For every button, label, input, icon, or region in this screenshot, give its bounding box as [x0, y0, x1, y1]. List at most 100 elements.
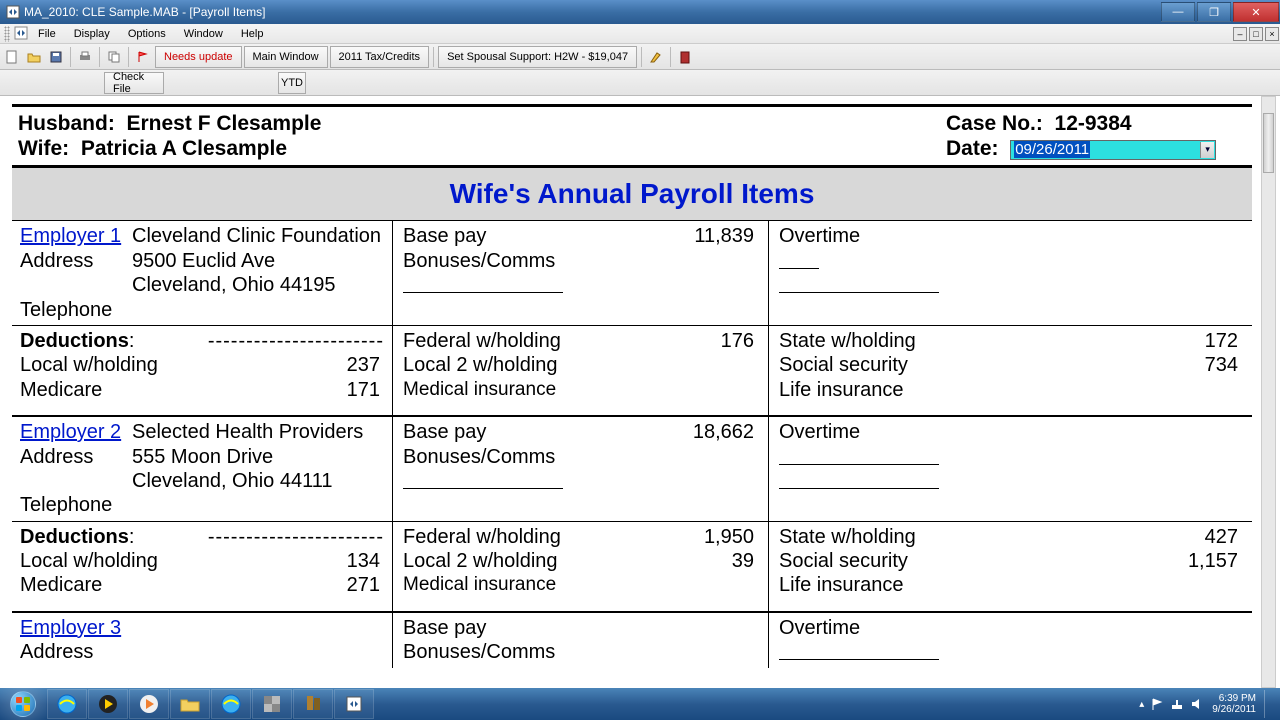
husband-label: Husband: [18, 112, 115, 135]
blank-line [779, 249, 819, 269]
taskbar: ▴ 6:39 PM 9/26/2011 [0, 688, 1280, 720]
base-pay-label: Base pay [403, 616, 486, 640]
app-icon-small [14, 26, 28, 42]
tray-volume-icon[interactable] [1190, 697, 1204, 711]
toolbar-grip[interactable] [4, 26, 10, 42]
open-icon[interactable] [24, 47, 44, 67]
life-label: Life insurance [779, 378, 904, 402]
taskbar-media-icon[interactable] [88, 689, 128, 719]
taskbar-app3-icon[interactable] [334, 689, 374, 719]
local-label: Local w/holding [20, 353, 158, 377]
local2-label: Local 2 w/holding [403, 549, 558, 573]
window-title: MA_2010: CLE Sample.MAB - [Payroll Items… [24, 5, 265, 19]
blank-line [779, 445, 939, 465]
base-pay-label: Base pay [403, 224, 486, 248]
blank-line [779, 640, 939, 660]
child-close-button[interactable]: × [1265, 27, 1279, 41]
taskbar-app1-icon[interactable] [252, 689, 292, 719]
emp1-base-pay: 11,839 [694, 224, 758, 248]
emp2-local2: 39 [732, 549, 758, 573]
employer3-link[interactable]: Employer 3 [20, 617, 121, 639]
social-label: Social security [779, 549, 908, 573]
emp2-local: 134 [347, 549, 384, 573]
employer2-name: Selected Health Providers [132, 420, 384, 444]
address-label: Address [20, 445, 132, 469]
scrollbar-thumb[interactable] [1263, 113, 1274, 173]
employer1-addr2: Cleveland, Ohio 44195 [132, 273, 384, 297]
emp2-medicare: 271 [347, 573, 384, 597]
wife-label: Wife: [18, 137, 69, 160]
print-icon[interactable] [75, 47, 95, 67]
taskbar-ie-icon[interactable] [47, 689, 87, 719]
flag-icon[interactable] [133, 47, 153, 67]
federal-label: Federal w/holding [403, 329, 561, 353]
highlight-icon[interactable] [646, 47, 666, 67]
emp1-federal: 176 [721, 329, 758, 353]
copy-icon[interactable] [104, 47, 124, 67]
chevron-down-icon[interactable]: ▾ [1200, 142, 1214, 158]
menu-options[interactable]: Options [120, 26, 174, 42]
case-number: 12-9384 [1055, 112, 1132, 135]
blank-line [403, 273, 563, 293]
taskbar-explorer-icon[interactable] [170, 689, 210, 719]
taskbar-media2-icon[interactable] [129, 689, 169, 719]
vertical-scrollbar[interactable] [1261, 96, 1276, 688]
save-icon[interactable] [46, 47, 66, 67]
emp2-base-pay: 18,662 [693, 420, 758, 444]
child-maximize-button[interactable]: □ [1249, 27, 1263, 41]
life-label: Life insurance [779, 573, 904, 597]
spousal-support-button[interactable]: Set Spousal Support: H2W - $19,047 [438, 46, 637, 68]
needs-update-button[interactable]: Needs update [155, 46, 242, 68]
menu-file[interactable]: File [30, 26, 64, 42]
employer2-link[interactable]: Employer 2 [20, 421, 121, 443]
check-file-button[interactable]: Check File [104, 72, 164, 94]
local-label: Local w/holding [20, 549, 158, 573]
show-desktop-button[interactable] [1264, 690, 1272, 718]
emp2-social: 1,157 [1188, 549, 1242, 573]
taskbar-ie2-icon[interactable] [211, 689, 251, 719]
state-label: State w/holding [779, 329, 916, 353]
dashes: ----------------------- [208, 525, 384, 549]
menu-display[interactable]: Display [66, 26, 118, 42]
main-window-button[interactable]: Main Window [244, 46, 328, 68]
overtime-label: Overtime [779, 224, 860, 248]
start-button[interactable] [0, 688, 46, 720]
new-icon[interactable] [2, 47, 22, 67]
page-title: Wife's Annual Payroll Items [12, 168, 1252, 221]
overtime-label: Overtime [779, 616, 860, 640]
toolbar-primary: Needs update Main Window 2011 Tax/Credit… [0, 44, 1280, 70]
medicare-label: Medicare [20, 378, 102, 402]
base-pay-label: Base pay [403, 420, 486, 444]
app-icon [6, 5, 20, 19]
dashes: ----------------------- [208, 329, 384, 353]
window-titlebar: MA_2010: CLE Sample.MAB - [Payroll Items… [0, 0, 1280, 24]
minimize-button[interactable]: — [1161, 2, 1195, 22]
taskbar-app2-icon[interactable] [293, 689, 333, 719]
bonuses-label: Bonuses/Comms [403, 640, 555, 664]
blank-line [779, 469, 939, 489]
close-button[interactable]: ✕ [1233, 2, 1279, 22]
delete-icon[interactable] [675, 47, 695, 67]
menu-help[interactable]: Help [233, 26, 272, 42]
maximize-button[interactable]: ❐ [1197, 2, 1231, 22]
bonuses-label: Bonuses/Comms [403, 249, 555, 273]
blank-line [403, 469, 563, 489]
tray-network-icon[interactable] [1170, 697, 1184, 711]
tax-credits-button[interactable]: 2011 Tax/Credits [330, 46, 430, 68]
document-content: Husband: Ernest F Clesample Wife: Patric… [4, 96, 1260, 688]
medical-label: Medical insurance [403, 379, 556, 400]
emp1-social: 734 [1205, 353, 1242, 377]
case-label: Case No.: [946, 112, 1043, 135]
state-label: State w/holding [779, 525, 916, 549]
tray-flag-icon[interactable] [1150, 697, 1164, 711]
date-picker[interactable]: 09/26/2011 ▾ [1010, 140, 1216, 160]
wife-name: Patricia A Clesample [81, 137, 287, 160]
child-minimize-button[interactable]: – [1233, 27, 1247, 41]
ytd-button[interactable]: YTD [278, 72, 306, 94]
date-label: Date: [946, 137, 999, 160]
menu-window[interactable]: Window [176, 26, 231, 42]
medicare-label: Medicare [20, 573, 102, 597]
address-label: Address [20, 640, 132, 664]
employer1-link[interactable]: Employer 1 [20, 225, 121, 247]
tray-up-icon[interactable]: ▴ [1139, 699, 1144, 710]
